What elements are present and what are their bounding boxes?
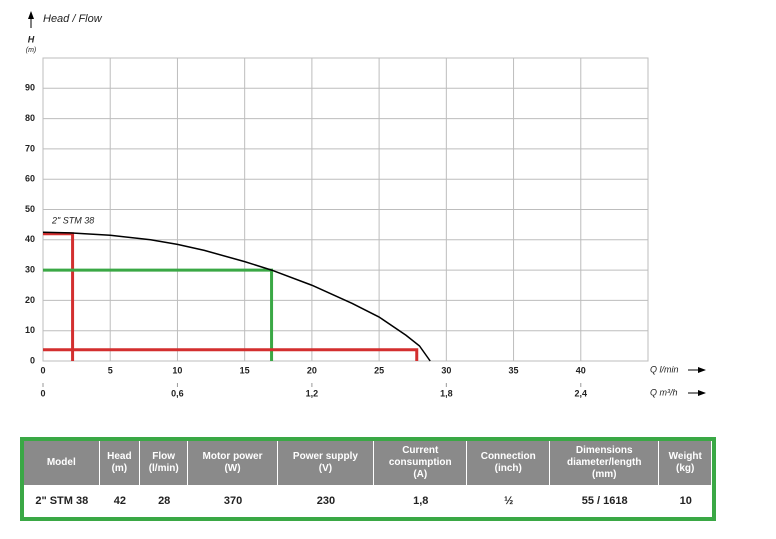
x2-tick-label: 0,6 [171, 388, 184, 398]
chart-title: Head / Flow [43, 13, 103, 25]
x-tick-label: 30 [441, 365, 451, 375]
x2-tick-label: 0 [40, 388, 45, 398]
y-tick-label: 30 [25, 264, 35, 274]
header-cell: Power supply (V) [277, 441, 375, 485]
x2-tick-label: 1,2 [306, 388, 319, 398]
header-text: (m) [111, 463, 128, 474]
header-row: Model Head (m) Flow (l/min) Motor power (W) Pow… [24, 441, 712, 485]
x-tick-label: 15 [240, 365, 250, 375]
table-cell: 10 [679, 495, 692, 507]
table-cell: 230 [316, 495, 336, 507]
y-label: H [28, 34, 35, 44]
y-tick-label: 40 [25, 234, 35, 244]
header-text: Weight [668, 451, 702, 462]
header-text: (inch) [494, 463, 522, 474]
x-tick-label: 0 [40, 365, 45, 375]
curve [42, 231, 431, 362]
y-tick-label: 80 [25, 113, 35, 123]
table-body: 2" STM 38 42 28 370 230 1,8 ½ 55 / 1618 10 [24, 485, 712, 517]
y-tick-label: 50 [25, 204, 35, 214]
x-tick-label: 10 [172, 365, 182, 375]
table-cell: 2" STM 38 [35, 495, 89, 507]
series-label: 2" STM 38 [51, 216, 94, 226]
table-cell: 55 / 1618 [581, 495, 628, 507]
table-cell: ½ [504, 495, 514, 507]
header-cell: Weight (kg) [659, 441, 712, 485]
x-tick-label: 35 [509, 365, 519, 375]
header-text: (A) [413, 469, 428, 480]
y-tick-label: 20 [25, 295, 35, 305]
x-tick-label: 20 [307, 365, 317, 375]
header-text: Model [46, 457, 76, 468]
header-cell: Connection (inch) [467, 441, 551, 485]
header-text: (mm) [591, 469, 617, 480]
table-cell: 28 [158, 495, 171, 507]
y-tick-label: 0 [30, 355, 35, 365]
header-cell: Head (m) [99, 441, 141, 485]
operating-point [43, 232, 75, 361]
header-text: (l/min) [148, 463, 179, 474]
header-text: (kg) [676, 463, 695, 474]
header-text: Power supply [292, 451, 358, 462]
header-text: Flow [152, 451, 176, 462]
header-text: Connection [480, 451, 536, 462]
y-tick-label: 60 [25, 174, 35, 184]
header-text: (V) [318, 463, 333, 474]
x-tick-label: 5 [108, 365, 113, 375]
table-cell: 42 [113, 495, 126, 507]
header-cell: Flow (l/min) [140, 441, 189, 485]
x-tick-label: 25 [374, 365, 384, 375]
x2-tick-label: 1,8 [440, 388, 453, 398]
y-tick-label: 70 [25, 143, 35, 153]
operating-point [43, 268, 274, 361]
x-tick-label: 40 [576, 365, 586, 375]
table-cell: 1,8 [413, 495, 429, 507]
header-text: diameter/length [566, 457, 642, 468]
y-tick-label: 10 [25, 325, 35, 335]
header-text: Head [107, 451, 132, 462]
header-text: Current [402, 445, 439, 456]
header-text: Dimensions [575, 445, 633, 456]
header-text: Motor power [202, 451, 263, 462]
y-unit: (m) [26, 47, 37, 54]
table-cell: 370 [223, 495, 243, 507]
operating-point [43, 348, 419, 361]
table-row: 2" STM 38 42 28 370 230 1,8 ½ 55 / 1618 10 [24, 485, 712, 517]
header-cell: Current consumption (A) [374, 441, 468, 485]
header-cell: Dimensions diameter/length (mm) [550, 441, 660, 485]
x-label: Q l/min [650, 364, 679, 374]
header-cell: Model [24, 441, 100, 485]
y-tick-label: 90 [25, 83, 35, 93]
x2-tick-label: 2,4 [575, 388, 588, 398]
header-text: (W) [224, 463, 241, 474]
header-cell: Motor power (W) [188, 441, 278, 485]
chart: Head / Flow H (m) Q l/min Q m³/h 0 10 20 30… [25, 11, 706, 398]
spec-table: Model Head (m) Flow (l/min) Motor power (W) Pow… [20, 437, 716, 521]
header-text: consumption [388, 457, 452, 468]
x2-label: Q m³/h [650, 387, 678, 397]
